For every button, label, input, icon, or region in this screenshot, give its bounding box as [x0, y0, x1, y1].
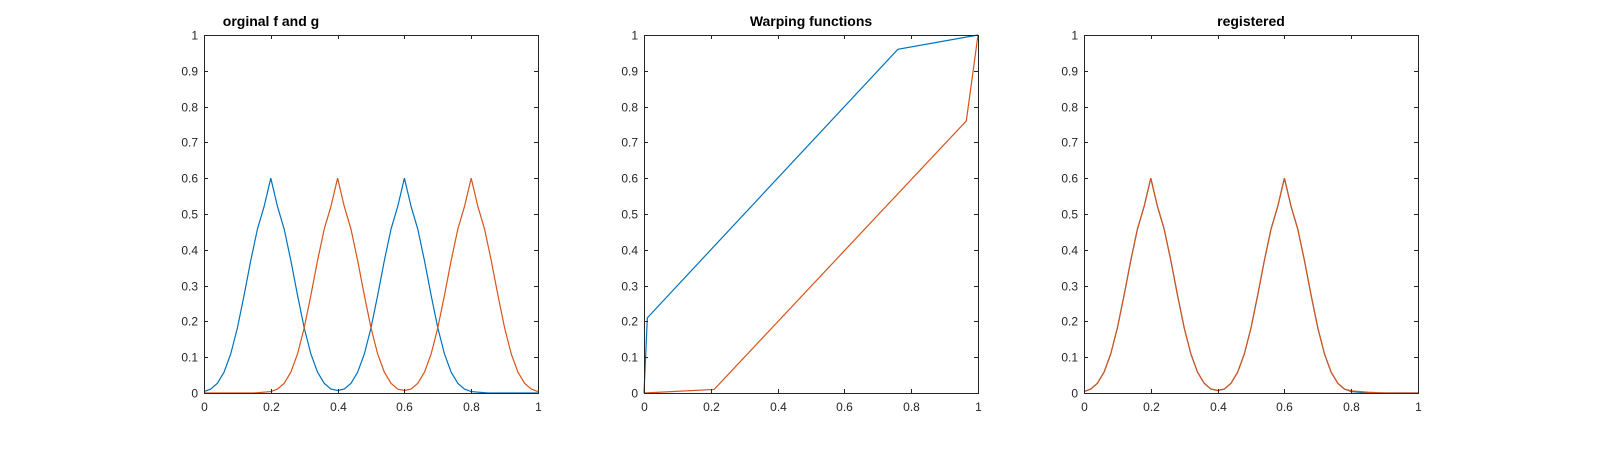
y-tick-label: 0.5	[621, 208, 638, 222]
x-tick-label: 1	[1415, 400, 1422, 414]
series-line-1	[1083, 178, 1418, 394]
x-tick-label: 0.8	[463, 400, 480, 414]
y-tick-label: 0	[1071, 387, 1078, 401]
plot-area: 0 0.2 0.4 0.6 0.8 1 0 0.1 0.2 0.3 0.4 0.5 0.6 0.7 0.8 0…	[621, 29, 982, 415]
y-tick-label: 0.4	[621, 244, 638, 258]
x-tick-label: 0.2	[1143, 400, 1160, 414]
chart-title: orginal f and g	[223, 13, 319, 29]
series-line-2	[643, 34, 979, 394]
x-tick-label: 0.8	[903, 400, 920, 414]
y-tick-label: 0.8	[621, 101, 638, 115]
y-tick-label: 0.8	[1061, 101, 1078, 115]
axes-box	[1084, 35, 1419, 394]
y-tick-label: 1	[631, 29, 638, 43]
y-tick-label: 0.2	[621, 315, 638, 329]
subplot-registered: registered 0 0.2 0.4 0.6 0.8 1 0 0.1 0.2 0.3 0.4 0.…	[1061, 13, 1422, 414]
y-tick-label: 0.5	[1061, 208, 1078, 222]
x-tick-label: 0.8	[1343, 400, 1360, 414]
plot-area: 0 0.2 0.4 0.6 0.8 1 0 0.1 0.2 0.3 0.4 0.5 0.6 0.7 0.8 0…	[1061, 29, 1422, 415]
x-tick-label: 0.2	[263, 400, 280, 414]
x-tick-label: 0.6	[396, 400, 413, 414]
x-tick-label: 1	[975, 400, 982, 414]
y-tick-label: 0.9	[621, 65, 638, 79]
y-tick-label: 0	[631, 387, 638, 401]
y-tick-label: 0.2	[181, 315, 198, 329]
y-tick-label: 0.3	[621, 280, 638, 294]
series-line-1	[203, 178, 538, 394]
y-tick-label: 0.6	[1061, 172, 1078, 186]
y-tick-label: 0.7	[621, 136, 638, 150]
y-tick-label: 0.8	[181, 101, 198, 115]
y-tick-label: 0.6	[181, 172, 198, 186]
y-tick-label: 0.4	[1061, 244, 1078, 258]
x-tick-label: 0.6	[836, 400, 853, 414]
y-tick-label: 1	[1071, 29, 1078, 43]
x-tick-label: 0.2	[703, 400, 720, 414]
subplot-warping: Warping functions 0 0.2 0.4 0.6 0.8 100.10.20…	[621, 13, 982, 414]
y-tick-label: 0.6	[621, 172, 638, 186]
y-tick-label: 0.4	[181, 244, 198, 258]
y-tick-label: 0.9	[1061, 65, 1078, 79]
y-tick-label: 0.7	[181, 136, 198, 150]
x-tick-label: 0.4	[330, 400, 347, 414]
x-tick-label: 0.4	[1210, 400, 1227, 414]
axes-box	[644, 35, 979, 394]
x-tick-label: 0	[641, 400, 648, 414]
y-tick-label: 0.2	[1061, 315, 1078, 329]
x-tick-label: 0.4	[770, 400, 787, 414]
series-line-2	[204, 178, 539, 394]
series-line-2	[1083, 178, 1418, 394]
x-tick-label: 0	[201, 400, 208, 414]
chart-title: Warping functions	[750, 13, 873, 29]
x-tick-label: 1	[535, 400, 542, 414]
y-tick-label: 0.9	[181, 65, 198, 79]
y-tick-label: 0.5	[181, 208, 198, 222]
y-tick-label: 0.7	[1061, 136, 1078, 150]
y-tick-label: 0	[191, 387, 198, 401]
x-tick-label: 0	[1081, 400, 1088, 414]
series-line-1	[643, 34, 979, 394]
y-tick-label: 0.3	[1061, 280, 1078, 294]
y-tick-label: 0.1	[621, 351, 638, 365]
subplot-original: orginal f and g 0 0.2 0.4 0.6 0.8 1 0 0.1 0.2 0.3…	[181, 13, 542, 414]
y-tick-label: 0.1	[181, 351, 198, 365]
y-tick-label: 0.1	[1061, 351, 1078, 365]
y-tick-label: 1	[191, 29, 198, 43]
axes-box	[204, 35, 539, 394]
y-tick-label: 0.3	[181, 280, 198, 294]
x-tick-label: 0.6	[1276, 400, 1293, 414]
plot-area: 0 0.2 0.4 0.6 0.8 1 0 0.1 0.2 0.3 0.4 0.5 0.6 0.7 0.8 0…	[181, 29, 542, 415]
chart-title: registered	[1217, 13, 1285, 29]
